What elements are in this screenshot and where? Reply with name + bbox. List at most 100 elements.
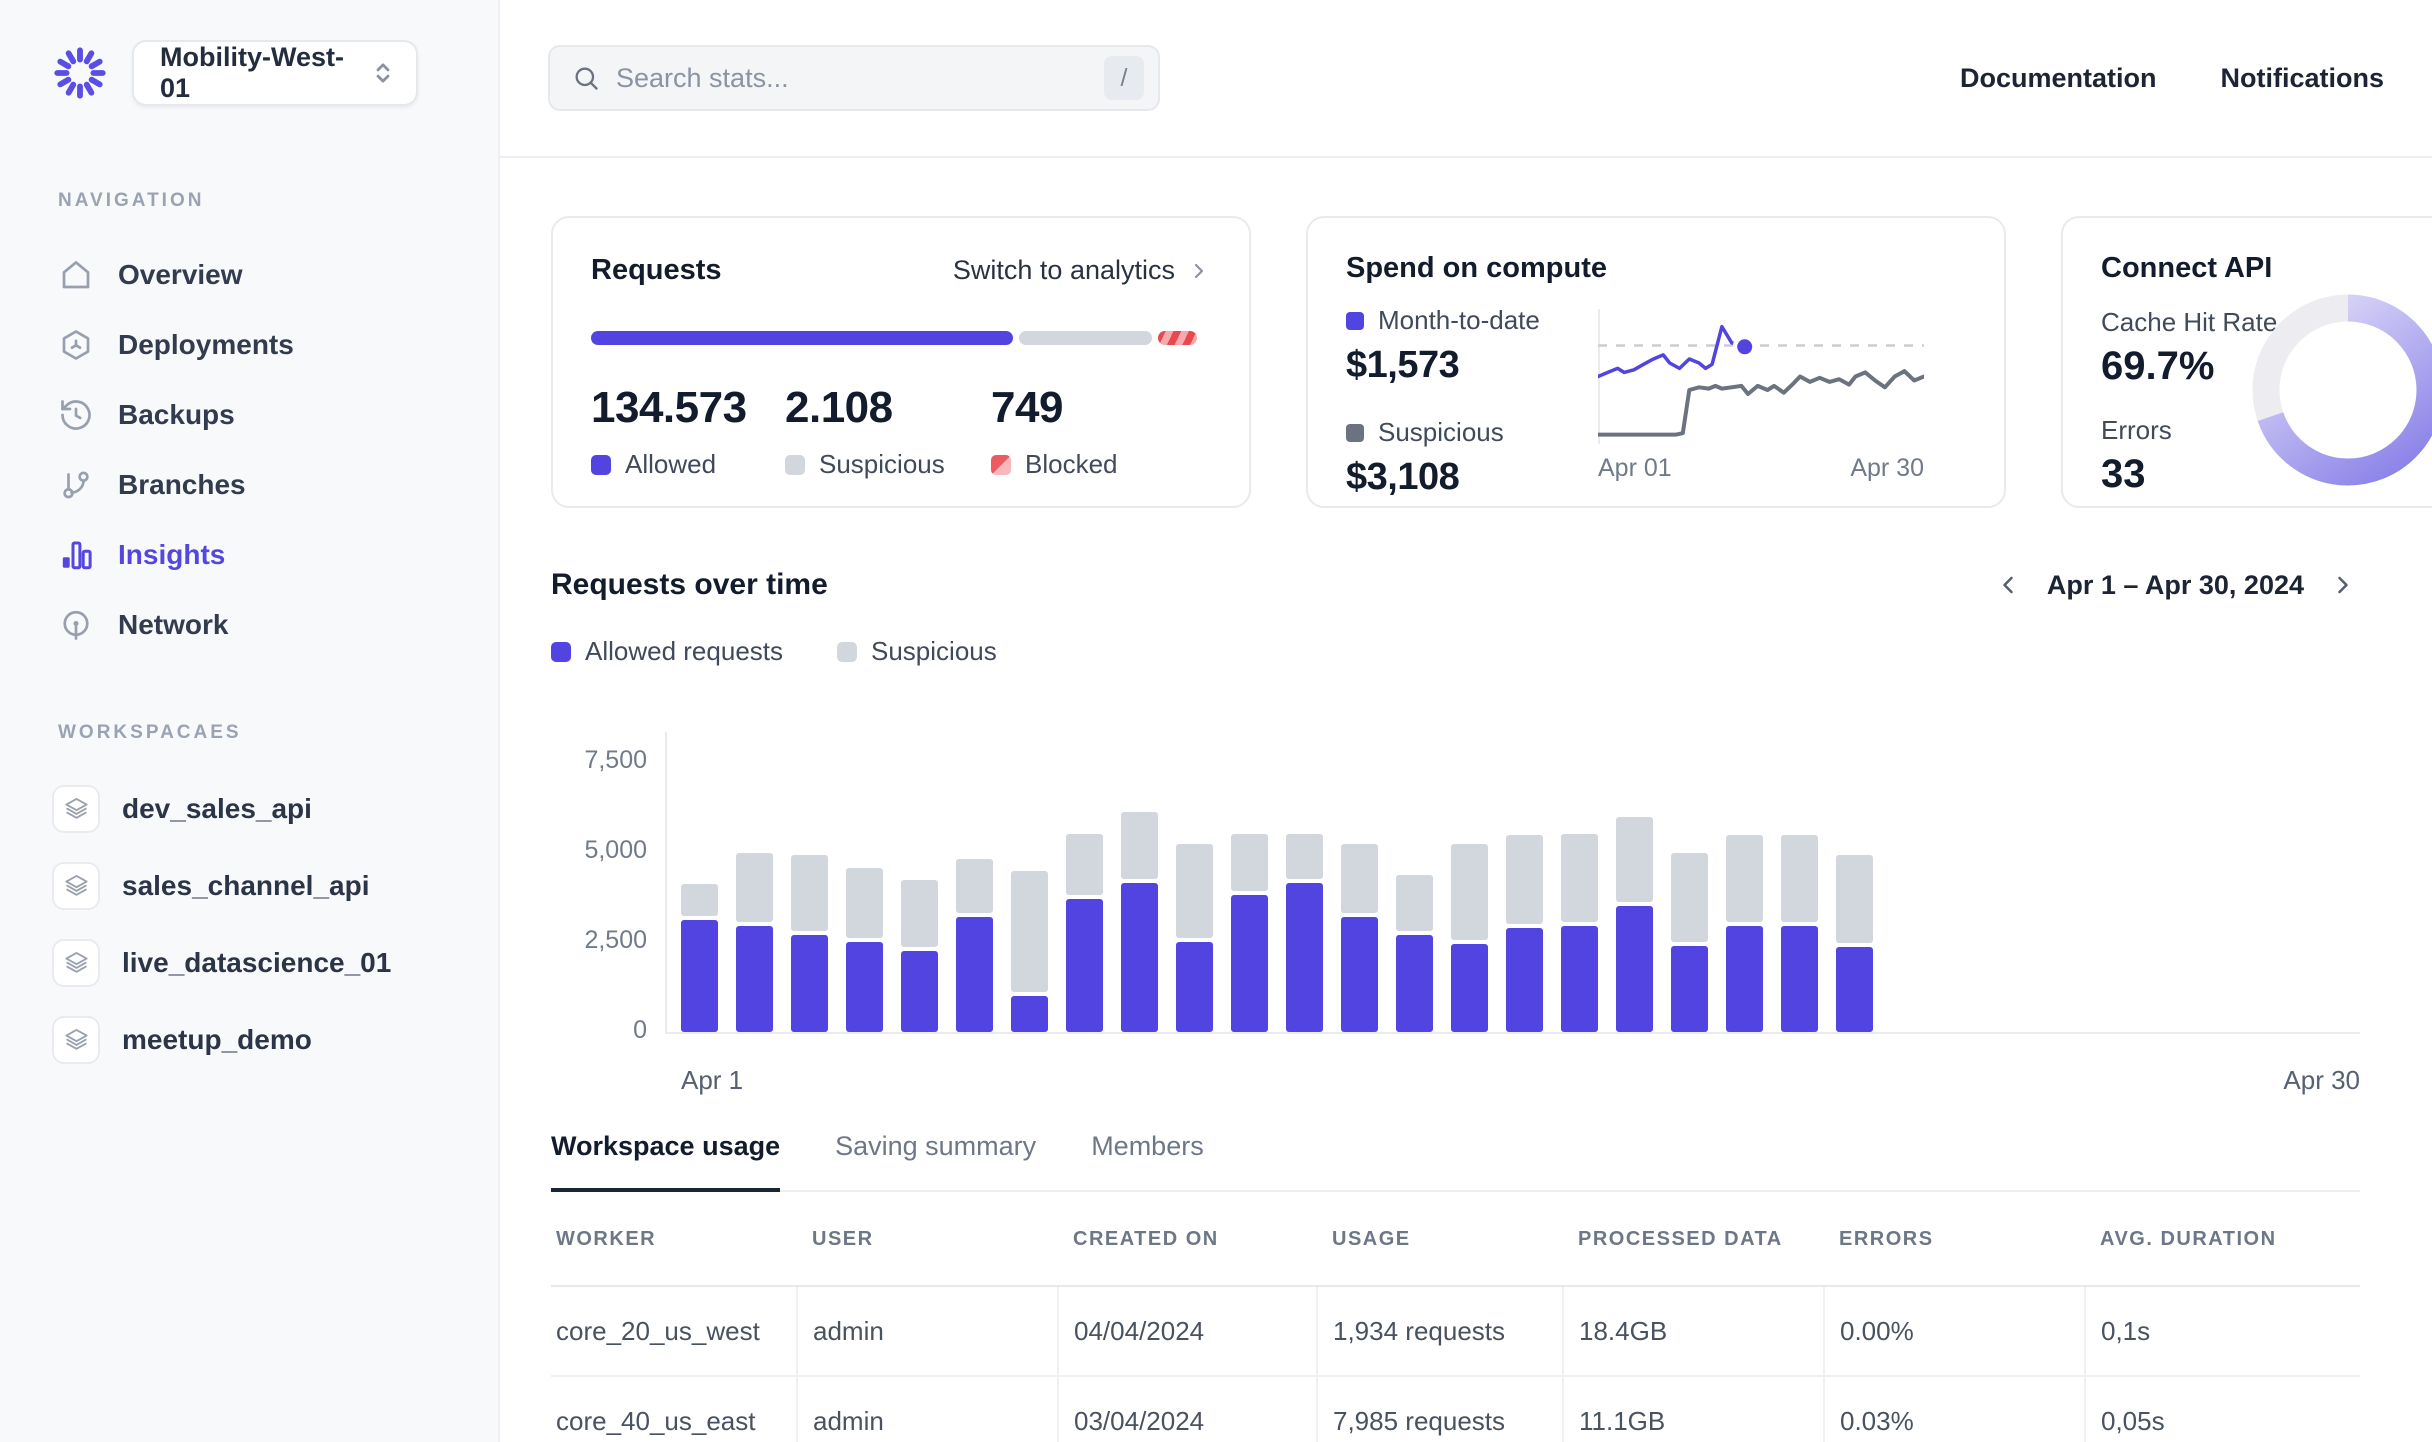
tab-members[interactable]: Members	[1091, 1131, 1204, 1161]
bar-apr-7[interactable]	[1011, 871, 1048, 1032]
bar-apr-14[interactable]	[1396, 875, 1433, 1032]
date-next-button[interactable]	[2326, 568, 2360, 602]
bar-apr-8[interactable]	[1066, 833, 1103, 1032]
spend-dot	[1737, 339, 1753, 355]
connect-api-card: Connect API Cache Hit Rate 69.7% Errors …	[2061, 216, 2432, 508]
topbar: / Documentation Notifications	[500, 0, 2432, 158]
sidebar-item-insights[interactable]: Insights	[52, 520, 498, 590]
requests-card: Requests Switch to analytics 134.57	[551, 216, 1251, 508]
bar-apr-3[interactable]	[791, 855, 828, 1032]
suspicious-swatch	[837, 641, 857, 662]
workspace-selector[interactable]: Mobility-West-01	[132, 40, 418, 106]
bar-apr-9[interactable]	[1121, 812, 1158, 1032]
documentation-link[interactable]: Documentation	[1959, 62, 2157, 93]
spend-chart-svg	[1598, 309, 1924, 444]
spend-sparkline-chart: Apr 01 Apr 30	[1598, 305, 1924, 499]
bar-apr-15[interactable]	[1451, 844, 1488, 1032]
bar-apr-21[interactable]	[1781, 835, 1818, 1032]
cell-processed-data: 11.1GB	[1562, 1376, 1824, 1442]
bar-apr-5[interactable]	[901, 880, 938, 1032]
column-header: AVG. DURATION	[2085, 1208, 2360, 1287]
stacked-bars	[681, 812, 1873, 1032]
cell-avg-duration: 0,05s	[2084, 1376, 2360, 1442]
bar-apr-13[interactable]	[1341, 844, 1378, 1032]
sidebar-item-label: Deployments	[118, 329, 294, 360]
suspicious-swatch	[785, 454, 805, 475]
summary-cards: Requests Switch to analytics 134.57	[551, 216, 2432, 508]
broadcast-icon	[63, 610, 89, 640]
column-header: ERRORS	[1824, 1208, 2085, 1287]
chevron-right-icon	[1194, 263, 1204, 278]
column-header: USER	[797, 1208, 1058, 1287]
y-axis-line	[665, 732, 667, 1034]
layers-icon	[52, 784, 100, 833]
workspace-item-dev-sales-api[interactable]: dev_sales_api	[52, 770, 498, 847]
cell-user: admin	[796, 1286, 1058, 1377]
bar-apr-18[interactable]	[1616, 817, 1653, 1032]
cache-hit-rate-value: 69.7%	[2101, 344, 2215, 388]
cell-errors: 0.03%	[1823, 1376, 2085, 1442]
donut-arc	[2252, 294, 2432, 486]
tab-saving-summary[interactable]: Saving summary	[835, 1131, 1037, 1161]
git-branch-icon	[63, 471, 89, 499]
y-axis-tick: 5,000	[584, 836, 647, 864]
workspace-item-label: live_datascience_01	[122, 946, 392, 978]
allowed-swatch	[591, 454, 611, 475]
progress-segment-blocked	[1157, 331, 1197, 345]
bar-apr-22[interactable]	[1836, 855, 1873, 1032]
bar-apr-11[interactable]	[1231, 833, 1268, 1032]
workspace-item-meetup-demo[interactable]: meetup_demo	[52, 1001, 498, 1078]
bar-apr-20[interactable]	[1726, 835, 1763, 1032]
search-input[interactable]	[616, 62, 1088, 94]
sidebar-item-label: Network	[118, 609, 229, 640]
card-title: Connect API	[2101, 252, 2273, 284]
bar-chart-icon	[62, 541, 92, 570]
chevron-right-icon	[2338, 576, 2348, 594]
workspace-item-sales-channel-api[interactable]: sales_channel_api	[52, 847, 498, 924]
chevron-up-down-icon	[376, 63, 390, 83]
errors-value: 33	[2101, 452, 2146, 496]
spend-line-month-to-date	[1598, 324, 1747, 379]
sidebar-item-network[interactable]: Network	[52, 590, 498, 660]
bar-apr-6[interactable]	[956, 858, 993, 1032]
notifications-link[interactable]: Notifications	[2220, 62, 2384, 93]
bar-apr-1[interactable]	[681, 884, 718, 1032]
date-prev-button[interactable]	[1991, 568, 2025, 602]
bar-apr-12[interactable]	[1286, 833, 1323, 1032]
switch-to-analytics-link[interactable]: Switch to analytics	[953, 255, 1211, 286]
bar-apr-16[interactable]	[1506, 835, 1543, 1032]
sidebar-item-branches[interactable]: Branches	[52, 450, 498, 520]
search-icon	[575, 67, 598, 90]
bar-apr-4[interactable]	[846, 867, 883, 1032]
bar-apr-17[interactable]	[1561, 833, 1598, 1032]
card-title: Requests	[591, 254, 722, 286]
home-icon	[62, 261, 90, 289]
workspace-item-label: sales_channel_api	[122, 869, 370, 901]
column-header: PROCESSED DATA	[1563, 1208, 1824, 1287]
sidebar-item-deployments[interactable]: Deployments	[52, 310, 498, 380]
x-axis-line	[665, 1032, 2360, 1034]
stat-value: 2.108	[785, 383, 893, 432]
nav-section-label: NAVIGATION	[58, 190, 205, 211]
workspace-usage-table: WORKER USER CREATED ON USAGE PROCESSED D…	[551, 1208, 2360, 1442]
sidebar-item-overview[interactable]: Overview	[52, 240, 498, 310]
date-range-label: Apr 1 – Apr 30, 2024	[2046, 569, 2304, 600]
column-header: USAGE	[1317, 1208, 1563, 1287]
y-axis-tick: 7,500	[584, 746, 647, 774]
bar-apr-2[interactable]	[736, 853, 773, 1032]
cell-usage: 7,985 requests	[1316, 1376, 1563, 1442]
sidebar-item-label: Insights	[118, 539, 226, 570]
bar-apr-10[interactable]	[1176, 844, 1213, 1032]
bar-apr-19[interactable]	[1671, 853, 1708, 1032]
tab-workspace-usage[interactable]: Workspace usage	[551, 1131, 781, 1192]
cell-user: admin	[796, 1376, 1058, 1442]
layers-icon	[52, 861, 100, 910]
sidebar-item-backups[interactable]: Backups	[52, 380, 498, 450]
chart-legend: Allowed requests Suspicious	[551, 636, 2360, 667]
requests-progress-bar	[591, 331, 1211, 345]
month-to-date-swatch	[1346, 311, 1364, 330]
workspace-item-live-datascience-01[interactable]: live_datascience_01	[52, 924, 498, 1001]
chevron-left-icon	[2003, 576, 2013, 594]
layers-icon	[52, 1015, 100, 1064]
